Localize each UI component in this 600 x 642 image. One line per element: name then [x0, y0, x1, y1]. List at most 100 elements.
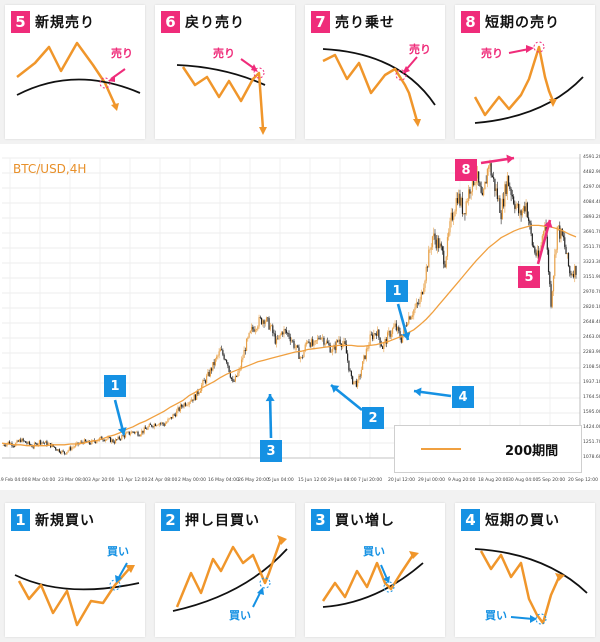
candle-body — [547, 249, 550, 273]
candle-body — [57, 449, 59, 451]
candle-body — [72, 447, 74, 448]
candle-body — [254, 329, 256, 332]
candle-body — [379, 337, 381, 345]
candle-body — [252, 326, 254, 330]
x-tick-label: 29 Jun 08:00 — [328, 478, 357, 483]
sell-label: 売り — [213, 47, 235, 60]
candle-body — [303, 351, 305, 358]
legend: 200期間 — [394, 425, 582, 473]
candle-body — [413, 309, 415, 316]
candle-body — [572, 273, 575, 278]
candle-body — [532, 245, 535, 248]
candle-body — [192, 399, 194, 401]
panel-title-row: 7 売り乗せ — [311, 11, 395, 33]
candle-body — [435, 239, 437, 249]
arrow-sell-5 — [536, 219, 552, 265]
candle-body — [373, 333, 375, 340]
candle-body — [164, 423, 167, 426]
y-tick-label: 3151.90 — [583, 275, 600, 280]
candle-body — [464, 213, 466, 215]
candle-body — [45, 441, 47, 444]
candle-body — [229, 371, 231, 378]
candle-body — [535, 252, 537, 256]
candle-body — [187, 404, 189, 406]
candle-body — [364, 355, 366, 359]
candle-body — [217, 355, 219, 357]
candle-body — [359, 375, 361, 377]
candle-body — [107, 437, 109, 439]
candle-body — [21, 438, 23, 443]
candle-body — [233, 381, 235, 382]
candle-body — [522, 206, 525, 211]
x-tick-label: 16 May 04:00 — [208, 478, 239, 483]
candle-body — [503, 198, 505, 207]
candle-body — [566, 252, 568, 255]
candle-body — [458, 193, 460, 204]
candle-body — [232, 379, 234, 382]
candle-body — [136, 431, 138, 433]
candle-body — [275, 338, 278, 344]
candle-body — [561, 228, 563, 236]
candle-body — [7, 441, 9, 444]
candle-body — [121, 435, 123, 440]
candle-body — [441, 246, 444, 251]
candle-body — [330, 351, 333, 353]
candle-body — [96, 441, 98, 443]
callout-buy-1: 1 — [104, 375, 126, 397]
candle-body — [343, 341, 345, 344]
arrow-buy-4-head — [414, 387, 422, 397]
candle-body — [221, 349, 223, 351]
panel-title: 短期の売り — [485, 15, 560, 31]
x-tick-label: 5 Sep 20:00 — [538, 478, 566, 483]
candle-body — [156, 425, 158, 427]
candle-body — [446, 237, 449, 257]
candle-body — [424, 280, 426, 288]
candle-body — [214, 358, 216, 366]
sell-panel-rebound-sell: 6 戻り売り 売り — [155, 5, 295, 139]
candle-body — [428, 249, 430, 268]
candle-body — [178, 407, 180, 411]
candle-body — [527, 217, 530, 221]
candle-body — [62, 450, 64, 452]
candle-body — [307, 341, 309, 343]
candle-body — [68, 447, 70, 451]
candle-body — [159, 423, 162, 425]
sell-label: 売り — [111, 47, 133, 60]
candle-body — [421, 292, 424, 295]
candle-body — [106, 438, 108, 440]
candle-body — [83, 439, 85, 444]
candle-body — [255, 329, 258, 331]
candle-body — [32, 447, 34, 448]
buy-panel-add-buy: 3 買い増し 買い — [305, 503, 445, 637]
candle-body — [490, 163, 492, 176]
y-tick-label: 3893.20 — [583, 215, 600, 220]
candle-body — [375, 333, 377, 336]
candle-body — [194, 394, 197, 400]
candle-body — [60, 452, 62, 454]
candle-body — [272, 325, 274, 333]
candle-body — [141, 430, 143, 435]
candle-body — [157, 424, 159, 426]
candle-body — [302, 357, 304, 358]
candle-body — [290, 340, 293, 342]
candle-body — [526, 202, 528, 218]
candle-body — [393, 326, 395, 329]
candle-body — [415, 302, 417, 308]
candle-body — [103, 440, 105, 441]
candle-body — [454, 211, 456, 217]
candle-body — [209, 368, 211, 377]
candle-body — [431, 236, 434, 248]
candle-body — [322, 337, 324, 339]
candle-body — [564, 237, 566, 247]
buy-label: 買い — [107, 545, 129, 558]
candle-body — [426, 266, 429, 268]
candle-body — [12, 446, 14, 447]
y-tick-label: 2970.70 — [583, 290, 600, 295]
candle-body — [193, 394, 195, 401]
candle-body — [476, 171, 479, 179]
candle-body — [551, 291, 553, 307]
candle-body — [337, 340, 339, 342]
new-sell-diagram — [16, 41, 141, 111]
candle-body — [396, 327, 399, 331]
candle-body — [293, 340, 295, 348]
